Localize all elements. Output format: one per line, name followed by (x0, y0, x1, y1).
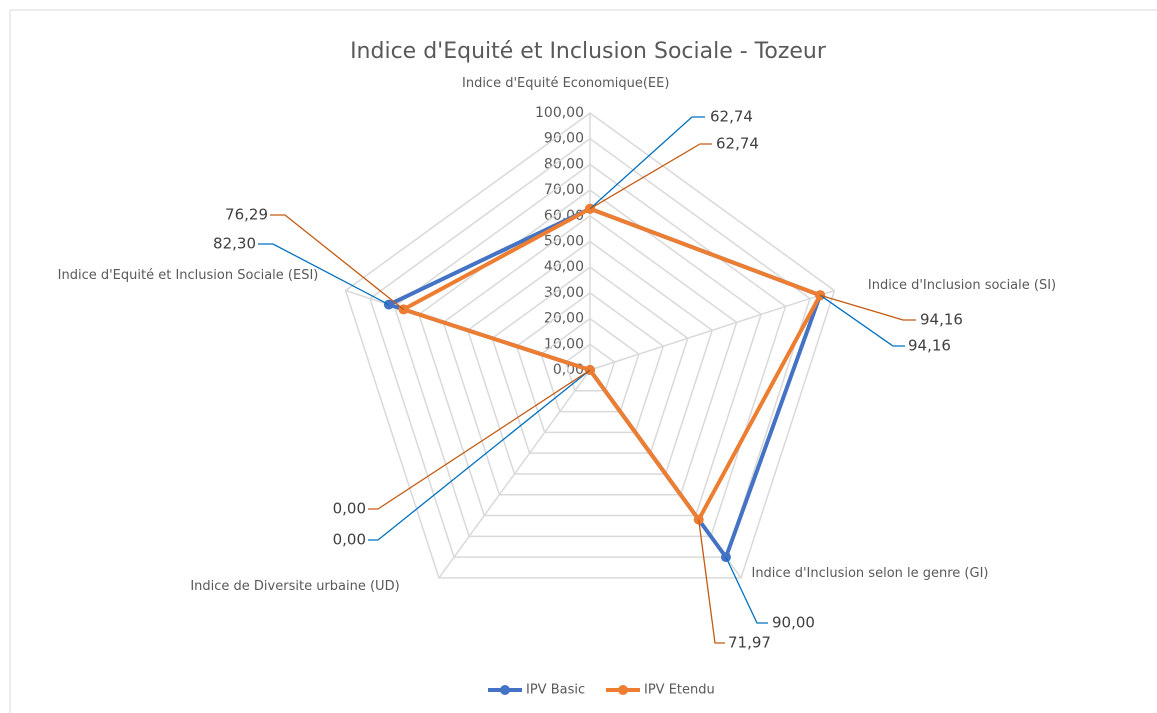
category-label: Indice d'Inclusion selon le genre (GI) (751, 566, 989, 581)
series-line (386, 206, 823, 560)
leader-line (368, 369, 591, 541)
category-label: Indice d'Equité et Inclusion Sociale (ES… (57, 268, 319, 283)
data-label: 0,00 (333, 500, 366, 518)
category-label: Indice de Diversite urbaine (UD) (190, 579, 400, 594)
leader-line (368, 369, 591, 510)
chart-title: Indice d'Equité et Inclusion Sociale - T… (350, 39, 827, 64)
legend-label: IPV Basic (526, 683, 585, 698)
category-label: Indice d'Equité Economique(EE) (462, 76, 670, 91)
y-tick-label: 60,00 (544, 208, 584, 224)
y-tick-label: 50,00 (544, 234, 584, 250)
data-label: 94,16 (920, 311, 963, 329)
data-label: 90,00 (772, 614, 815, 632)
y-tick-label: 70,00 (544, 182, 584, 198)
data-label: 82,30 (213, 235, 256, 253)
leader-line (270, 214, 404, 310)
grid-ring (369, 137, 811, 558)
data-label: 71,97 (728, 634, 771, 652)
spoke (438, 369, 591, 579)
leader-line (258, 243, 390, 306)
grid-ring (564, 343, 616, 392)
y-tick-label: 20,00 (544, 311, 584, 327)
data-label: 62,74 (710, 108, 753, 126)
data-label: 76,29 (225, 206, 268, 224)
grid-ring (540, 317, 640, 413)
leader-line (589, 116, 705, 210)
grid-ring (418, 189, 762, 517)
grid-ring (393, 163, 787, 538)
grid-ring (344, 112, 836, 579)
legend-label: IPV Etendu (644, 683, 715, 698)
leader-line (819, 294, 905, 347)
spoke (589, 289, 835, 371)
data-label: 94,16 (908, 337, 951, 355)
chart-frame (9, 9, 1157, 713)
series-line (401, 206, 823, 522)
y-tick-label: 40,00 (544, 259, 584, 275)
y-tick-label: 80,00 (544, 156, 584, 172)
category-label: Indice d'Inclusion sociale (SI) (867, 278, 1057, 293)
grid-ring (515, 291, 665, 434)
y-tick-label: 10,00 (544, 336, 584, 352)
legend-marker (500, 685, 510, 695)
grid-ring (442, 214, 738, 496)
grid-ring (466, 240, 714, 475)
y-tick-label: 90,00 (544, 131, 584, 147)
legend-marker (618, 685, 628, 695)
y-tick-label: 30,00 (544, 285, 584, 301)
leader-line (589, 143, 712, 210)
leader-line (819, 294, 916, 321)
data-label: 0,00 (333, 531, 366, 549)
grid-ring (491, 266, 689, 454)
leader-line (725, 556, 768, 624)
y-tick-label: 100,00 (535, 105, 584, 121)
data-label: 62,74 (716, 135, 759, 153)
leader-line (698, 519, 725, 644)
